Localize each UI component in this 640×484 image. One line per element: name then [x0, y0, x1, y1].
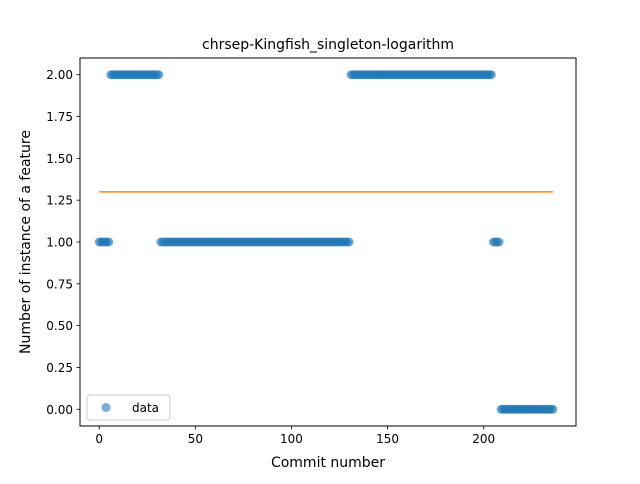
x-tick-label: 150: [376, 432, 399, 446]
legend-box: [86, 394, 171, 421]
x-tick-label: 0: [95, 432, 103, 446]
data-point: [548, 404, 558, 414]
data-point: [486, 70, 496, 80]
data-point: [344, 237, 354, 247]
data-point: [494, 237, 504, 247]
data-point: [154, 70, 164, 80]
y-tick-label: 1.75: [46, 110, 73, 124]
x-tick-label: 200: [472, 432, 495, 446]
y-tick-label: 0.75: [46, 277, 73, 291]
y-axis-label: Number of instance of a feature: [18, 130, 34, 354]
legend-label: data: [132, 401, 159, 415]
x-axis-ticks: 0 50 100 150 200: [95, 426, 495, 446]
y-tick-label: 1.50: [46, 152, 73, 166]
y-tick-label: 1.00: [46, 236, 73, 250]
y-axis-ticks: 0.00 0.25 0.50 0.75 1.00 1.25 1.50 1.75 2.00: [46, 68, 80, 417]
y-tick-label: 0.50: [46, 319, 73, 333]
y-tick-label: 1.25: [46, 194, 73, 208]
plot-area: [94, 70, 558, 414]
legend-marker: [101, 403, 111, 412]
data-point: [104, 237, 114, 247]
x-axis-label: Commit number: [271, 455, 385, 471]
x-tick-label: 50: [188, 432, 203, 446]
y-tick-label: 2.00: [46, 68, 73, 82]
plot-frame: [79, 57, 577, 427]
y-tick-label: 0.00: [46, 403, 73, 417]
chart-title: chrsep-Kingfish_singleton-logarithm: [202, 37, 454, 53]
x-tick-label: 100: [280, 432, 303, 446]
y-tick-label: 0.25: [46, 361, 73, 375]
legend: data: [86, 394, 171, 421]
